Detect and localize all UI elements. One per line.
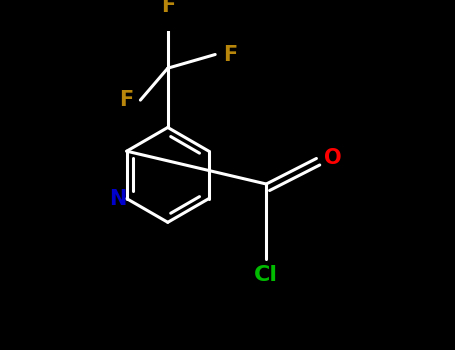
Text: N: N	[109, 189, 126, 209]
Text: F: F	[119, 90, 133, 110]
Text: F: F	[222, 44, 237, 64]
Text: Cl: Cl	[254, 265, 278, 285]
Text: F: F	[161, 0, 175, 16]
Text: O: O	[324, 148, 342, 168]
